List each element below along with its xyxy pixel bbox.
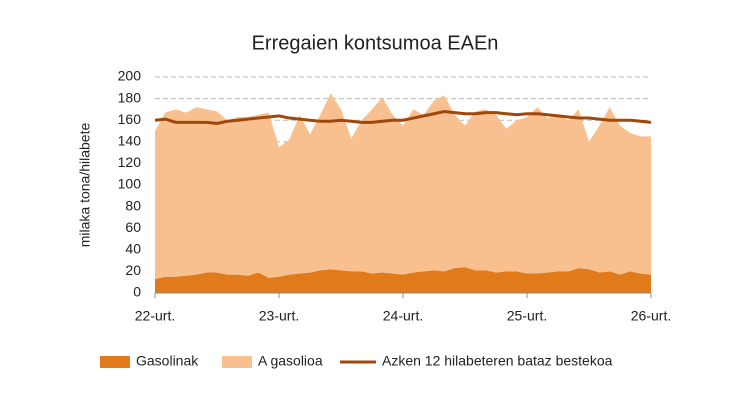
y-tick-label: 20 (125, 262, 141, 278)
y-tick-label: 180 (118, 89, 142, 105)
y-tick-label: 140 (118, 133, 142, 149)
y-tick-label: 160 (118, 111, 142, 127)
legend-label: A gasolioa (258, 353, 323, 369)
line (154, 110, 652, 125)
y-tick-label: 120 (118, 154, 142, 170)
y-tick-label: 100 (118, 176, 142, 192)
y-tick-label: 80 (125, 197, 141, 213)
y-tick-label: 200 (118, 68, 142, 84)
y-tick-label: 40 (125, 241, 141, 257)
chart-title: Erregaien kontsumoa EAEn (252, 32, 499, 54)
legend-label: Gasolinak (136, 353, 199, 369)
x-tick-label: 24-urt. (383, 308, 423, 324)
y-axis-label: milaka tona/hilabete (77, 123, 93, 248)
legend-swatch (222, 356, 252, 368)
x-tick-label: 23-urt. (259, 308, 299, 324)
y-tick-label: 0 (133, 284, 141, 300)
x-tick-label: 22-urt. (135, 308, 175, 324)
x-tick-label: 26-urt. (631, 308, 671, 324)
legend-swatch (100, 356, 130, 368)
x-tick-label: 25-urt. (507, 308, 547, 324)
y-tick-label: 60 (125, 219, 141, 235)
area (155, 93, 651, 279)
legend-label: Azken 12 hilabeteren bataz bestekoa (382, 353, 613, 369)
